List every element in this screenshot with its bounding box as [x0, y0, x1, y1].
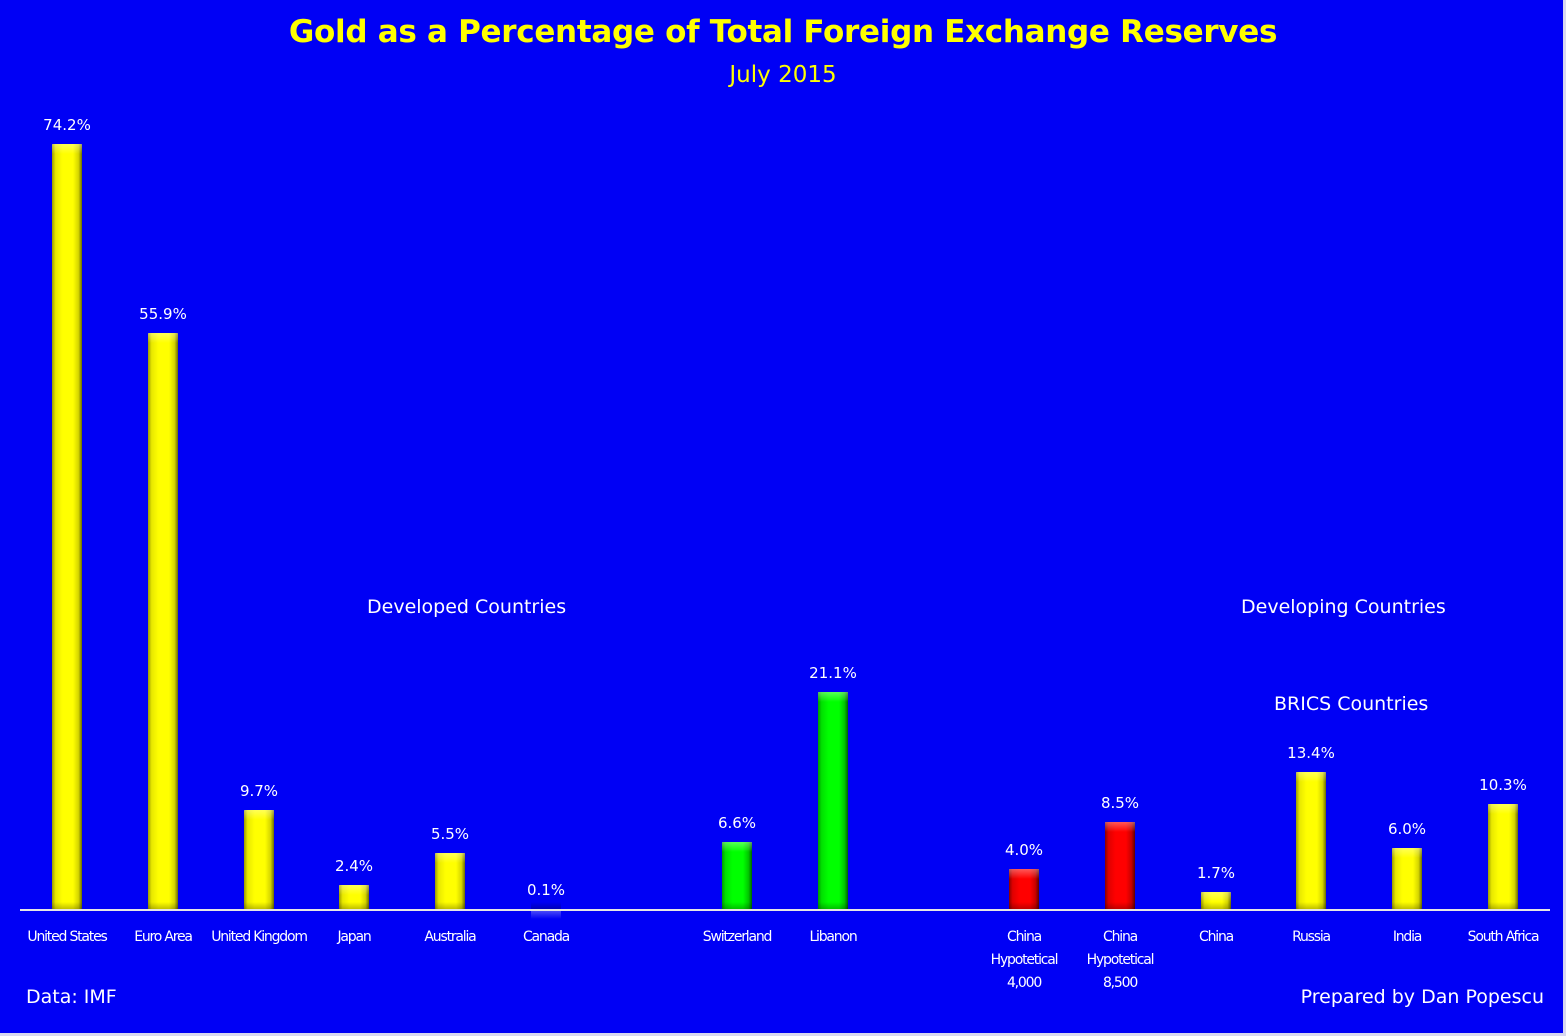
- x-axis-label-line: China: [1103, 929, 1138, 945]
- x-axis-label: Euro Area: [108, 926, 218, 949]
- data-label: 8.5%: [1100, 794, 1140, 812]
- x-axis-label-line: Australia: [424, 929, 476, 945]
- bar-india: [1392, 848, 1422, 910]
- data-label: 0.1%: [526, 881, 566, 899]
- bar-china-hypotetical-4-000: [1009, 869, 1039, 910]
- data-label: 10.3%: [1479, 776, 1527, 794]
- annotation-developing-countries: Developing Countries: [1241, 596, 1446, 618]
- bar-australia: [435, 853, 465, 910]
- x-axis-label-line: Libanon: [809, 929, 857, 945]
- x-axis-label-line: China: [1007, 929, 1042, 945]
- bar-japan: [339, 885, 369, 910]
- x-axis-label: China Hypotetical 4,000: [969, 926, 1079, 995]
- x-axis-label-line: Switzerland: [702, 929, 773, 945]
- x-axis-label: Japan: [299, 926, 409, 949]
- data-label: 2.4%: [334, 857, 374, 875]
- x-axis-label-line: China: [1199, 929, 1234, 945]
- x-axis-label-line: Hypotetical: [1086, 952, 1155, 968]
- x-axis-label: Switzerland: [682, 926, 792, 949]
- data-label: 1.7%: [1196, 864, 1236, 882]
- data-label: 74.2%: [43, 116, 91, 134]
- bar-south-africa: [1488, 804, 1518, 910]
- data-label: 21.1%: [809, 664, 857, 682]
- bar-united-states: [52, 144, 82, 910]
- x-axis-label-line: Russia: [1292, 929, 1331, 945]
- x-axis-label: Russia: [1256, 926, 1366, 949]
- x-axis-label-line: Euro Area: [134, 929, 193, 945]
- bar-switzerland: [722, 842, 752, 910]
- bar-united-kingdom: [244, 810, 274, 910]
- x-axis-label-line: Japan: [337, 929, 371, 945]
- x-axis-label: Canada: [491, 926, 601, 949]
- data-label: 55.9%: [139, 305, 187, 323]
- x-axis-label: Libanon: [778, 926, 888, 949]
- x-axis-label: China: [1161, 926, 1271, 949]
- bar-euro-area: [148, 333, 178, 910]
- bar-russia: [1296, 772, 1326, 910]
- x-axis-label-line: India: [1392, 929, 1423, 945]
- x-axis-label-line: South Africa: [1467, 929, 1540, 945]
- x-axis-label-line: United States: [27, 929, 107, 945]
- data-label: 9.7%: [239, 782, 279, 800]
- data-label: 6.0%: [1387, 820, 1427, 838]
- x-axis-label: United Kingdom: [204, 926, 314, 949]
- data-label: 6.6%: [717, 814, 757, 832]
- x-axis-label-line: Canada: [522, 929, 570, 945]
- annotation-brics-countries: BRICS Countries: [1274, 693, 1429, 715]
- data-label: 5.5%: [430, 825, 470, 843]
- author-credit: Prepared by Dan Popescu: [1300, 986, 1544, 1008]
- bar-china: [1201, 892, 1231, 910]
- x-axis-line: [20, 909, 1550, 911]
- x-axis-label-line: Hypotetical: [990, 952, 1059, 968]
- data-source-note: Data: IMF: [26, 986, 117, 1008]
- x-axis-label: Australia: [395, 926, 505, 949]
- x-axis-label: South Africa: [1448, 926, 1558, 949]
- data-label: 4.0%: [1004, 841, 1044, 859]
- bar-libanon: [818, 692, 848, 910]
- annotation-developed-countries: Developed Countries: [367, 596, 567, 618]
- x-axis-label-line: 4,000: [1006, 975, 1042, 991]
- chart-title: Gold as a Percentage of Total Foreign Ex…: [288, 14, 1278, 50]
- x-axis-label: India: [1352, 926, 1462, 949]
- x-axis-label-line: 8,500: [1102, 975, 1138, 991]
- bar-china-hypotetical-8-500: [1105, 822, 1135, 910]
- x-axis-label: United States: [12, 926, 122, 949]
- data-label: 13.4%: [1287, 744, 1335, 762]
- chart-subtitle: July 2015: [729, 62, 837, 88]
- x-axis-label-line: United Kingdom: [211, 929, 308, 945]
- x-axis-label: China Hypotetical 8,500: [1065, 926, 1175, 995]
